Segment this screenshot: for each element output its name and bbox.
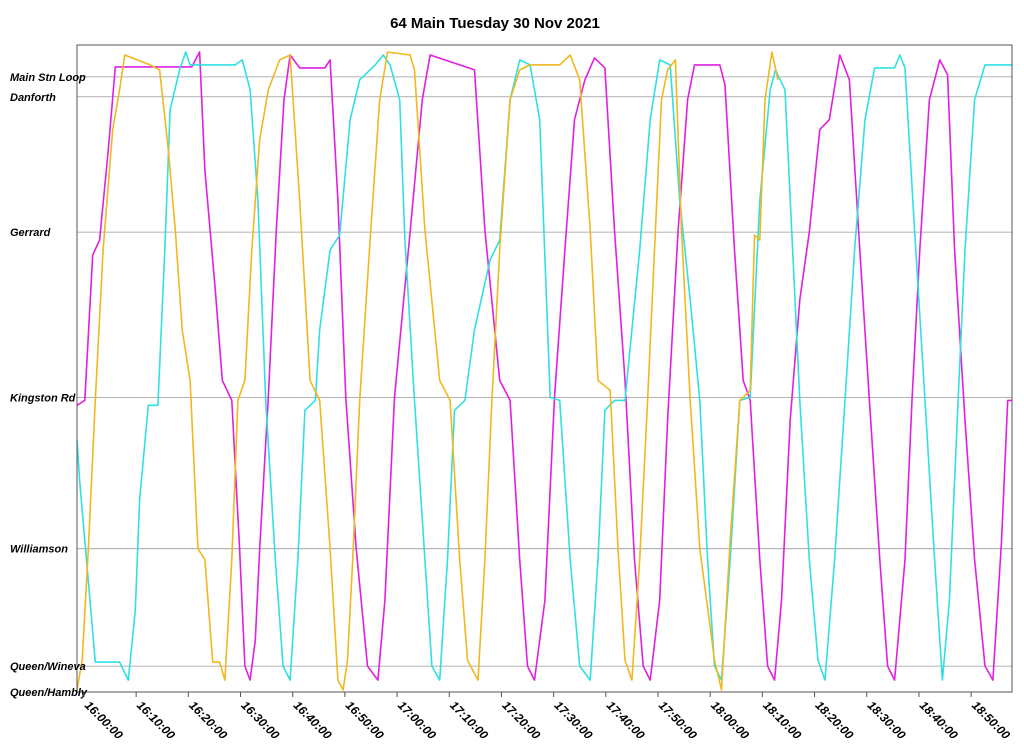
y-tick-label: Gerrard [10, 227, 51, 239]
y-tick-label: Main Stn Loop [10, 72, 86, 84]
y-tick-label: Williamson [10, 544, 68, 556]
y-tick-label: Kingston Rd [10, 392, 76, 404]
series-line [76, 51, 1012, 681]
series-line [76, 51, 1012, 681]
y-tick-label: Queen/Wineva [10, 661, 86, 673]
series-line [76, 51, 779, 691]
y-tick-label: Danforth [10, 92, 56, 104]
chart-title: 64 Main Tuesday 30 Nov 2021 [390, 15, 600, 32]
y-tick-label: Queen/Hambly [10, 687, 88, 699]
lines [76, 51, 1012, 691]
plot-frame [76, 44, 1013, 693]
